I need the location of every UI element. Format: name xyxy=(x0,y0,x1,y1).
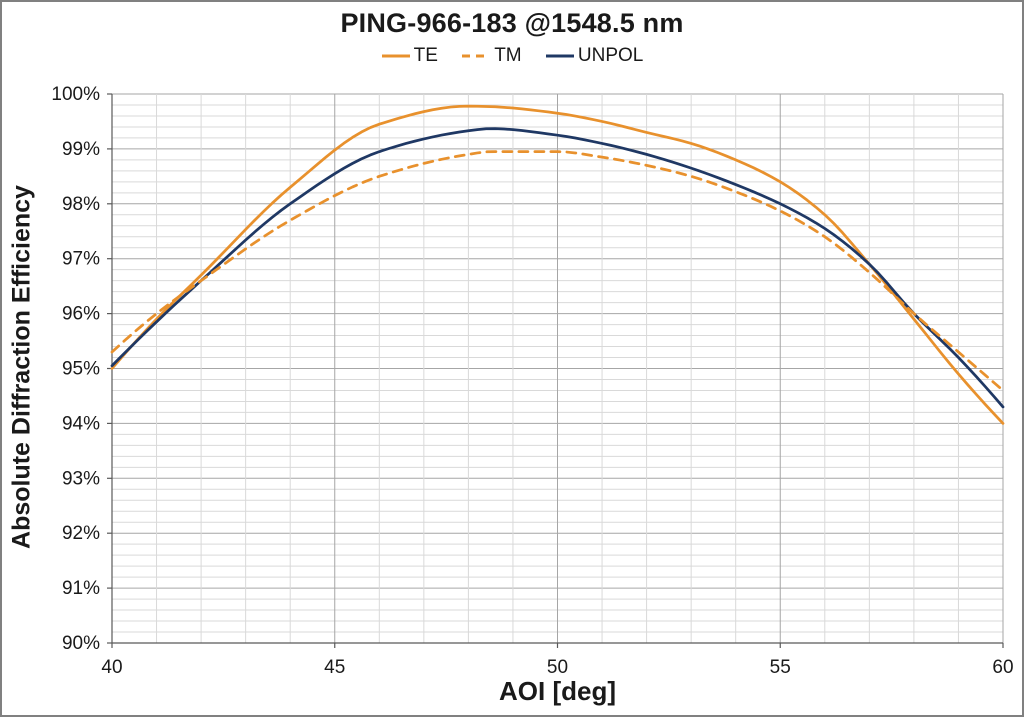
svg-text:96%: 96% xyxy=(62,304,100,325)
svg-text:45: 45 xyxy=(324,657,345,678)
svg-text:95%: 95% xyxy=(62,359,100,380)
svg-text:93%: 93% xyxy=(62,468,100,489)
svg-text:97%: 97% xyxy=(62,249,100,270)
svg-text:100%: 100% xyxy=(51,84,100,105)
svg-text:50: 50 xyxy=(547,657,568,678)
svg-text:90%: 90% xyxy=(62,633,100,654)
svg-text:40: 40 xyxy=(101,657,122,678)
svg-text:91%: 91% xyxy=(62,578,100,599)
svg-text:94%: 94% xyxy=(62,413,100,434)
svg-text:99%: 99% xyxy=(62,139,100,160)
svg-text:92%: 92% xyxy=(62,523,100,544)
svg-text:60: 60 xyxy=(992,657,1013,678)
svg-text:55: 55 xyxy=(770,657,791,678)
svg-text:98%: 98% xyxy=(62,194,100,215)
